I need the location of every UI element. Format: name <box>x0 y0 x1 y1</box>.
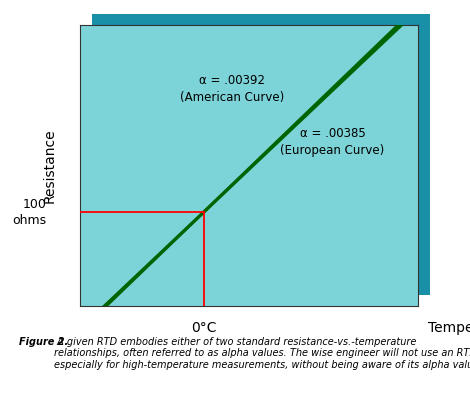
Text: 100
ohms: 100 ohms <box>12 197 46 226</box>
Text: A given RTD embodies either of two standard resistance-vs.-temperature
relations: A given RTD embodies either of two stand… <box>54 337 470 370</box>
Text: α = .00392
(American Curve): α = .00392 (American Curve) <box>180 74 284 104</box>
Text: Figure 2.: Figure 2. <box>19 337 68 347</box>
Text: α = .00385
(European Curve): α = .00385 (European Curve) <box>281 127 384 157</box>
Text: Temperature: Temperature <box>429 321 470 335</box>
Text: Resistance: Resistance <box>42 128 56 202</box>
Text: 0°C: 0°C <box>191 321 217 335</box>
